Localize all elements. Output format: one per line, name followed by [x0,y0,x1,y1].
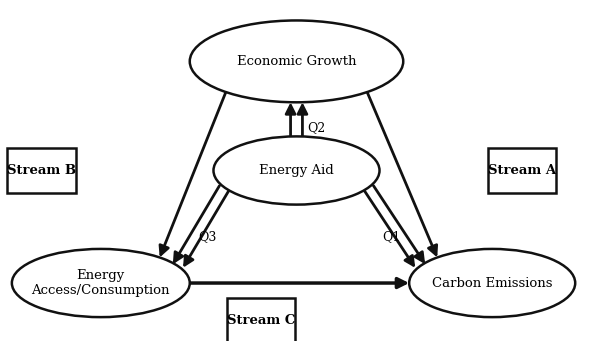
FancyBboxPatch shape [8,148,76,193]
Ellipse shape [409,249,575,317]
Ellipse shape [213,136,380,205]
FancyBboxPatch shape [487,148,556,193]
Ellipse shape [190,20,403,102]
Text: Economic Growth: Economic Growth [237,55,356,68]
Text: Q1: Q1 [382,231,401,243]
Text: Stream B: Stream B [7,164,76,177]
Text: Q3: Q3 [199,231,217,243]
Text: Energy Aid: Energy Aid [259,164,334,177]
Text: Q2: Q2 [307,121,326,134]
Text: Stream A: Stream A [488,164,556,177]
FancyBboxPatch shape [227,298,295,341]
Text: Stream C: Stream C [227,314,295,327]
Text: Energy
Access/Consumption: Energy Access/Consumption [31,269,170,297]
Ellipse shape [12,249,190,317]
Text: Carbon Emissions: Carbon Emissions [432,277,553,290]
